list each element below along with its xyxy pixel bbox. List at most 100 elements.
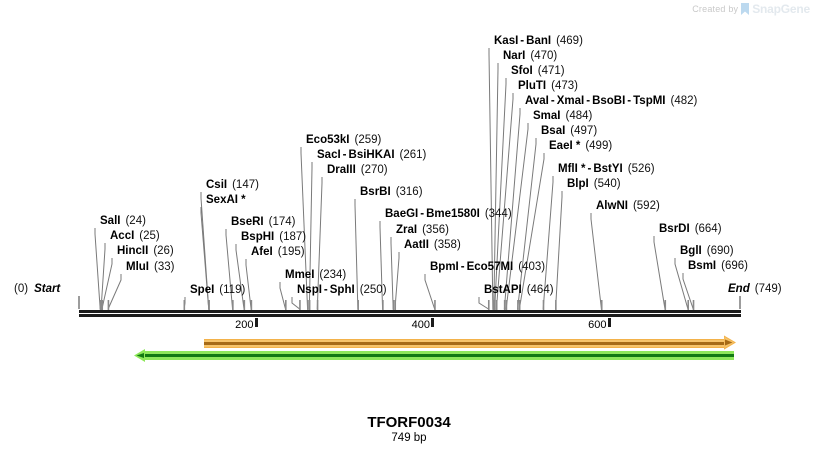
- enzyme-site-label[interactable]: CsiI (147): [206, 179, 259, 191]
- ruler-label: 600: [588, 319, 607, 331]
- enzyme-name[interactable]: BsrBI: [360, 186, 391, 198]
- enzyme-name[interactable]: BstYI: [593, 163, 623, 175]
- enzyme-name[interactable]: BlpI: [567, 178, 589, 190]
- enzyme-name[interactable]: BsrDI: [659, 223, 690, 235]
- enzyme-name[interactable]: BsoBI: [592, 95, 626, 107]
- snapgene-watermark: Created by SnapGene: [692, 2, 810, 16]
- enzyme-site-label[interactable]: BsaI (497): [541, 125, 597, 137]
- enzyme-site-label[interactable]: BseRI (174): [231, 216, 295, 228]
- green-feature-arrow[interactable]: [142, 351, 734, 360]
- leader-line: [100, 243, 106, 310]
- enzyme-site-label[interactable]: DraIII (270): [327, 164, 388, 176]
- enzyme-site-label[interactable]: AlwNI (592): [596, 200, 660, 212]
- enzyme-name[interactable]: AfeI: [251, 246, 273, 258]
- enzyme-name[interactable]: Bme1580I: [426, 208, 480, 220]
- enzyme-site-label[interactable]: SfoI (471): [511, 65, 565, 77]
- enzyme-position: (469): [556, 35, 583, 47]
- enzyme-name[interactable]: XmaI: [556, 95, 585, 107]
- enzyme-name[interactable]: NarI: [503, 50, 526, 62]
- enzyme-name[interactable]: HincII: [117, 245, 149, 257]
- enzyme-name[interactable]: BaeGI: [385, 208, 419, 220]
- enzyme-name[interactable]: BpmI: [430, 261, 459, 273]
- enzyme-site-label[interactable]: NspI - SphI (250): [297, 284, 387, 296]
- enzyme-position: (473): [551, 80, 578, 92]
- enzyme-site-label[interactable]: BaeGI - Bme1580I (344): [385, 208, 512, 220]
- enzyme-site-label[interactable]: BspHI (187): [241, 231, 306, 243]
- enzyme-site-label[interactable]: PluTI (473): [518, 80, 578, 92]
- enzyme-site-label[interactable]: AccI (25): [110, 230, 160, 242]
- enzyme-site-label[interactable]: BsrBI (316): [360, 186, 423, 198]
- cut-site-tick: [555, 300, 557, 310]
- enzyme-name[interactable]: EaeI *: [549, 140, 581, 152]
- enzyme-name[interactable]: AvaI: [525, 95, 549, 107]
- cut-site-tick: [517, 300, 519, 310]
- enzyme-name[interactable]: Eco57MI: [466, 261, 514, 273]
- enzyme-name[interactable]: TspMI: [633, 95, 666, 107]
- cut-site-tick: [107, 300, 110, 310]
- enzyme-position: (24): [125, 215, 146, 227]
- enzyme-name[interactable]: BstAPI: [484, 284, 522, 296]
- enzyme-name[interactable]: BsaI: [541, 125, 566, 137]
- enzyme-site-label[interactable]: BlpI (540): [567, 178, 621, 190]
- enzyme-name[interactable]: BsmI: [688, 260, 717, 272]
- enzyme-site-label[interactable]: Eco53kI (259): [306, 134, 381, 146]
- enzyme-site-label[interactable]: MmeI (234): [285, 269, 346, 281]
- enzyme-name[interactable]: AccI: [110, 230, 135, 242]
- enzyme-name[interactable]: BglI: [680, 245, 702, 257]
- enzyme-site-label[interactable]: AvaI - XmaI - BsoBI - TspMI (482): [525, 95, 697, 107]
- enzyme-name[interactable]: SalI: [100, 215, 121, 227]
- enzyme-position: (187): [279, 231, 307, 243]
- enzyme-name[interactable]: SexAI *: [206, 194, 246, 206]
- enzyme-name[interactable]: KasI: [494, 35, 519, 47]
- enzyme-site-label[interactable]: SmaI (484): [533, 110, 592, 122]
- enzyme-name[interactable]: MluI: [126, 261, 149, 273]
- enzyme-site-label[interactable]: BpmI - Eco57MI (403): [430, 261, 545, 273]
- enzyme-name[interactable]: NspI: [297, 284, 322, 296]
- ruler-label: 200: [235, 319, 254, 331]
- enzyme-name[interactable]: BsiHKAI: [348, 149, 395, 161]
- leader-line: [424, 274, 436, 310]
- enzyme-site-label[interactable]: NarI (470): [503, 50, 557, 62]
- leader-line: [494, 78, 507, 310]
- sequence-backbone[interactable]: [79, 310, 741, 317]
- enzyme-name[interactable]: PluTI: [518, 80, 547, 92]
- enzyme-name[interactable]: MmeI: [285, 269, 315, 281]
- enzyme-site-label[interactable]: MluI (33): [126, 261, 174, 273]
- enzyme-name[interactable]: AatII: [404, 239, 429, 251]
- enzyme-site-label[interactable]: BsmI (696): [688, 260, 748, 272]
- enzyme-name[interactable]: AlwNI: [596, 200, 628, 212]
- orange-feature-arrow[interactable]: [204, 339, 725, 348]
- enzyme-name[interactable]: SphI: [329, 284, 355, 296]
- enzyme-site-label[interactable]: BsrDI (664): [659, 223, 722, 235]
- enzyme-name[interactable]: SpeI: [190, 284, 215, 296]
- enzyme-site-label[interactable]: SexAI *: [206, 194, 246, 206]
- enzyme-site-label[interactable]: SacI - BsiHKAI (261): [317, 149, 426, 161]
- enzyme-site-label[interactable]: BstAPI (464): [484, 284, 554, 296]
- enzyme-site-label[interactable]: AfeI (195): [251, 246, 305, 258]
- enzyme-name[interactable]: BanI: [526, 35, 552, 47]
- enzyme-name[interactable]: SmaI: [533, 110, 561, 122]
- enzyme-site-label[interactable]: AatII (358): [404, 239, 461, 251]
- enzyme-separator: -: [586, 95, 591, 107]
- enzyme-name[interactable]: BspHI: [241, 231, 275, 243]
- enzyme-position: (497): [570, 125, 598, 137]
- enzyme-name[interactable]: ZraI: [396, 224, 418, 236]
- enzyme-name[interactable]: CsiI: [206, 179, 228, 191]
- enzyme-site-label[interactable]: MflI * - BstYI (526): [558, 163, 655, 175]
- enzyme-site-label[interactable]: ZraI (356): [396, 224, 449, 236]
- cut-site-tick: [99, 300, 102, 310]
- enzyme-site-label[interactable]: SpeI (119): [190, 284, 245, 296]
- enzyme-position: (690): [706, 245, 734, 257]
- enzyme-site-label[interactable]: SalI (24): [100, 215, 146, 227]
- enzyme-site-label[interactable]: KasI - BanI (469): [494, 35, 583, 47]
- enzyme-name[interactable]: DraIII: [327, 164, 356, 176]
- enzyme-name[interactable]: BseRI: [231, 216, 264, 228]
- enzyme-site-label[interactable]: BglI (690): [680, 245, 734, 257]
- cut-site-tick: [542, 300, 545, 310]
- enzyme-site-label[interactable]: EaeI * (499): [549, 140, 612, 152]
- enzyme-name[interactable]: SfoI: [511, 65, 533, 77]
- enzyme-name[interactable]: MflI *: [558, 163, 586, 175]
- enzyme-site-label[interactable]: HincII (26): [117, 245, 174, 257]
- enzyme-name[interactable]: Eco53kI: [306, 134, 350, 146]
- enzyme-name[interactable]: SacI: [317, 149, 341, 161]
